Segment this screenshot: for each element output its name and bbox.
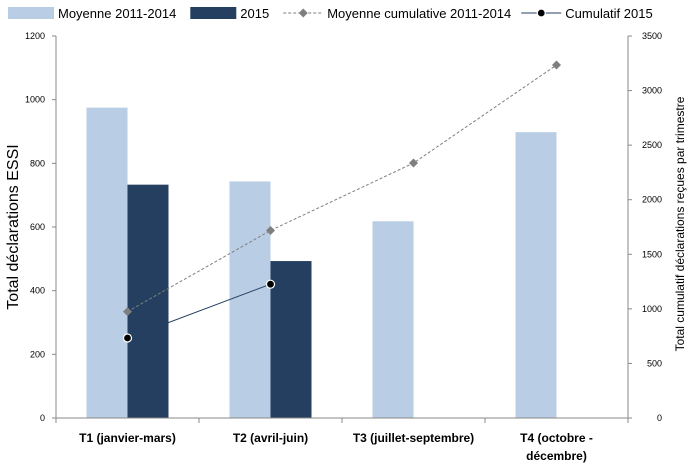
y2-tick-label: 0 — [657, 413, 662, 423]
y2-tick-label: 1500 — [642, 249, 662, 259]
line-point-1-4 — [552, 60, 561, 70]
bar-2-2 — [270, 261, 312, 418]
y2-tick-label: 2000 — [642, 195, 662, 205]
y2-axis-label: Total cumulatif déclarations reçues par … — [673, 96, 687, 351]
y2-tick-label: 3000 — [642, 86, 662, 96]
bars — [86, 107, 557, 419]
legend-swatch-bar-2 — [190, 7, 237, 19]
legend-label-bar-1: Moyenne 2011-2014 — [58, 6, 176, 21]
bar-1-1 — [86, 107, 128, 418]
y-tick-label: 1200 — [25, 31, 45, 41]
legend-marker-1 — [298, 8, 308, 18]
line-point-1-3 — [409, 158, 418, 168]
line-series-2 — [127, 283, 271, 339]
legend-label-line-2: Cumulatif 2015 — [565, 6, 652, 21]
line-point-1-2 — [266, 225, 275, 235]
legend-swatch-bar-1 — [8, 7, 54, 19]
legend: Moyenne 2011-2014 2015 Moyenne cumulative … — [8, 6, 653, 21]
line-series-1 — [127, 64, 557, 313]
line-point-1-1 — [123, 307, 132, 317]
x-tick-label: T3 (juillet-septembre) — [353, 431, 474, 445]
y-tick-label: 800 — [30, 158, 45, 168]
line-point-2-2 — [265, 279, 276, 289]
y-tick-label: 0 — [40, 413, 45, 423]
y-tick-label: 600 — [30, 222, 45, 232]
y2-tick-label: 3500 — [642, 31, 662, 41]
y-tick-label: 200 — [30, 349, 45, 359]
legend-marker-2 — [536, 8, 546, 18]
legend-label-bar-2: 2015 — [240, 6, 269, 21]
y-tick-label: 400 — [30, 286, 45, 296]
bar-1-4 — [515, 132, 557, 419]
lines — [122, 60, 561, 343]
legend-label-line-1: Moyenne cumulative 2011-2014 — [327, 6, 511, 21]
x-tick-label: T1 (janvier-mars) — [79, 431, 176, 445]
x-tick-label: T2 (avril-juin) — [233, 431, 308, 445]
bar-1-3 — [372, 221, 414, 418]
x-tick-label: décembre) — [526, 449, 587, 463]
y2-tick-label: 1000 — [642, 304, 662, 314]
line-point-2-1 — [122, 333, 133, 343]
y-axis-label: Total déclarations ESSI — [5, 144, 22, 309]
axes: 0 200 400 600 800 1000 1200 0 500 1000 1500 2000 250… — [25, 31, 662, 463]
bar-1-2 — [229, 181, 271, 418]
y-tick-label: 1000 — [25, 95, 45, 105]
x-tick-label: T4 (octobre - — [520, 431, 593, 445]
bar-2-1 — [127, 184, 169, 418]
y2-tick-label: 2500 — [642, 140, 662, 150]
y2-tick-label: 500 — [647, 358, 662, 368]
